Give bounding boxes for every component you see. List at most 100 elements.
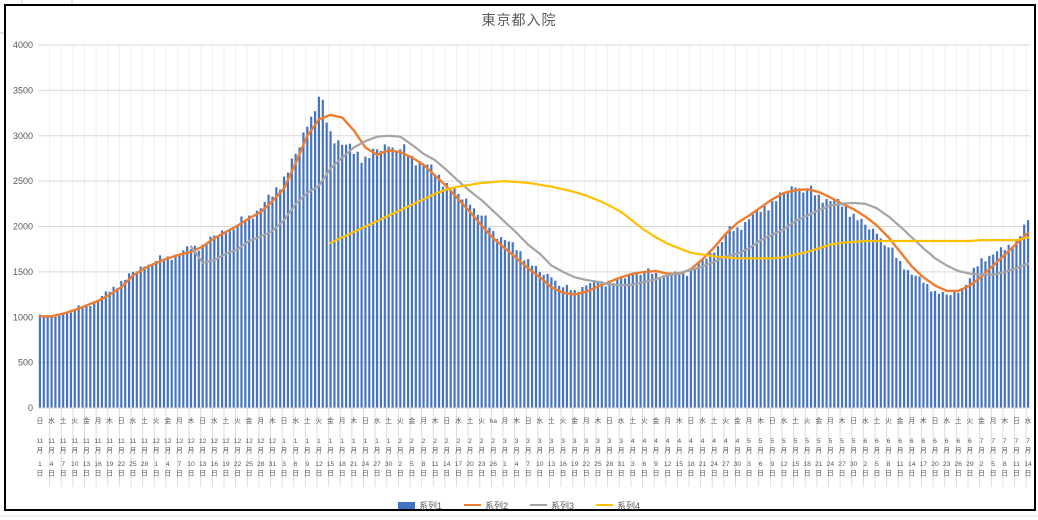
- x-tick-label: 火: [478, 417, 485, 425]
- bar: [558, 285, 561, 408]
- x-tick-label: 5: [840, 438, 844, 445]
- x-tick-label: 月: [37, 447, 44, 455]
- x-tick-label: 月: [106, 447, 113, 455]
- chart-title[interactable]: 東京都入院: [481, 12, 557, 28]
- x-tick-label: 25: [129, 461, 137, 468]
- x-tick-label: 日: [1013, 417, 1020, 425]
- x-tick-label: 21: [699, 461, 707, 468]
- bar: [933, 290, 937, 408]
- x-tick-label: 日: [95, 470, 102, 478]
- bar: [279, 189, 282, 408]
- bar: [705, 258, 708, 408]
- x-tick-label: 21: [350, 461, 358, 468]
- legend-item-2[interactable]: 系列2: [463, 499, 508, 512]
- x-tick-label: 5: [829, 438, 833, 445]
- bar: [868, 229, 871, 408]
- x-tick-label: 日: [734, 470, 741, 478]
- x-tick-label: 1: [503, 461, 507, 468]
- bar: [670, 274, 673, 408]
- x-tick-label: 月: [153, 447, 160, 455]
- x-tick-label: 4: [631, 438, 635, 445]
- x-tick-label: 12: [257, 438, 265, 445]
- bar: [744, 221, 747, 408]
- x-tick-label: 1: [38, 461, 42, 468]
- bar: [980, 258, 983, 408]
- bar: [891, 247, 894, 408]
- x-tick-label: 日: [118, 417, 125, 425]
- bar: [85, 304, 88, 408]
- x-tick-label: 2: [468, 438, 472, 445]
- legend-item-4[interactable]: 系列4: [596, 499, 640, 512]
- bar: [984, 261, 987, 408]
- legend-item-1[interactable]: 系列1: [397, 499, 442, 512]
- x-tick-label: 6: [863, 438, 867, 445]
- bar: [573, 290, 576, 408]
- bar: [740, 229, 743, 408]
- x-tick-label: 木: [676, 416, 683, 425]
- x-tick-label: 月: [339, 417, 346, 425]
- x-tick-label: 木: [1001, 416, 1008, 425]
- x-tick-label: 月: [316, 447, 323, 455]
- bar: [709, 253, 712, 408]
- bar: [437, 174, 441, 408]
- bar: [317, 96, 321, 408]
- legend-line-swatch: [530, 503, 547, 507]
- bar: [515, 250, 518, 408]
- bar: [565, 284, 569, 408]
- x-tick-label: 水: [130, 416, 137, 425]
- bar: [290, 158, 293, 408]
- bar: [995, 251, 999, 408]
- x-tick-label: 火: [234, 417, 241, 425]
- bar: [484, 215, 487, 408]
- bar: [42, 316, 45, 408]
- x-tick-label: 月: [839, 447, 846, 455]
- bar: [306, 126, 309, 409]
- x-tick-label: 月: [257, 417, 264, 425]
- x-tick-label: 3: [584, 438, 588, 445]
- x-tick-label: 月: [374, 447, 381, 455]
- bar: [600, 281, 603, 408]
- x-tick-label: 7: [178, 461, 182, 468]
- x-tick-label: 日: [467, 470, 474, 478]
- x-tick-label: 2: [433, 438, 437, 445]
- x-tick-label: 月: [432, 447, 439, 455]
- x-tick-label: 11: [60, 438, 67, 445]
- x-tick-label: 月: [792, 447, 799, 455]
- x-tick-label: 2: [398, 461, 402, 468]
- legend-line-swatch: [463, 503, 481, 507]
- x-tick-label: 日: [374, 470, 381, 478]
- x-tick-label: 日: [234, 470, 241, 478]
- bar: [302, 132, 305, 408]
- bar: [174, 254, 177, 408]
- x-tick-label: 月: [502, 447, 509, 455]
- x-tick-label: 12: [780, 461, 788, 468]
- x-tick-label: 月: [71, 447, 78, 455]
- bar: [89, 305, 92, 408]
- bar: [976, 266, 979, 408]
- bar: [468, 204, 472, 408]
- bar: [860, 218, 863, 408]
- x-tick-label: 日: [339, 470, 346, 478]
- bar: [887, 247, 890, 408]
- x-tick-label: 13: [548, 461, 556, 468]
- x-tick-label: 日: [629, 470, 636, 478]
- legend-item-3[interactable]: 系列3: [530, 499, 574, 512]
- bar: [135, 271, 138, 408]
- x-tick-label: 金: [164, 416, 171, 425]
- x-tick-label: 14: [443, 461, 451, 468]
- x-tick-label: 日: [525, 417, 532, 425]
- bar: [837, 199, 840, 408]
- x-tick-label: 日: [548, 470, 555, 478]
- x-tick-label: 10: [536, 461, 544, 468]
- bar: [1026, 220, 1030, 408]
- x-tick-label: 6: [875, 438, 879, 445]
- x-tick-label: 6: [945, 438, 949, 445]
- legend-bar-swatch: [397, 501, 415, 509]
- x-tick-label: 5: [991, 461, 995, 468]
- x-tick-label: 金: [653, 416, 660, 425]
- x-tick-label: 2: [480, 438, 484, 445]
- chart-border: [4, 4, 1036, 511]
- x-tick-label: 月: [525, 447, 532, 455]
- x-tick-label: 30: [734, 461, 742, 468]
